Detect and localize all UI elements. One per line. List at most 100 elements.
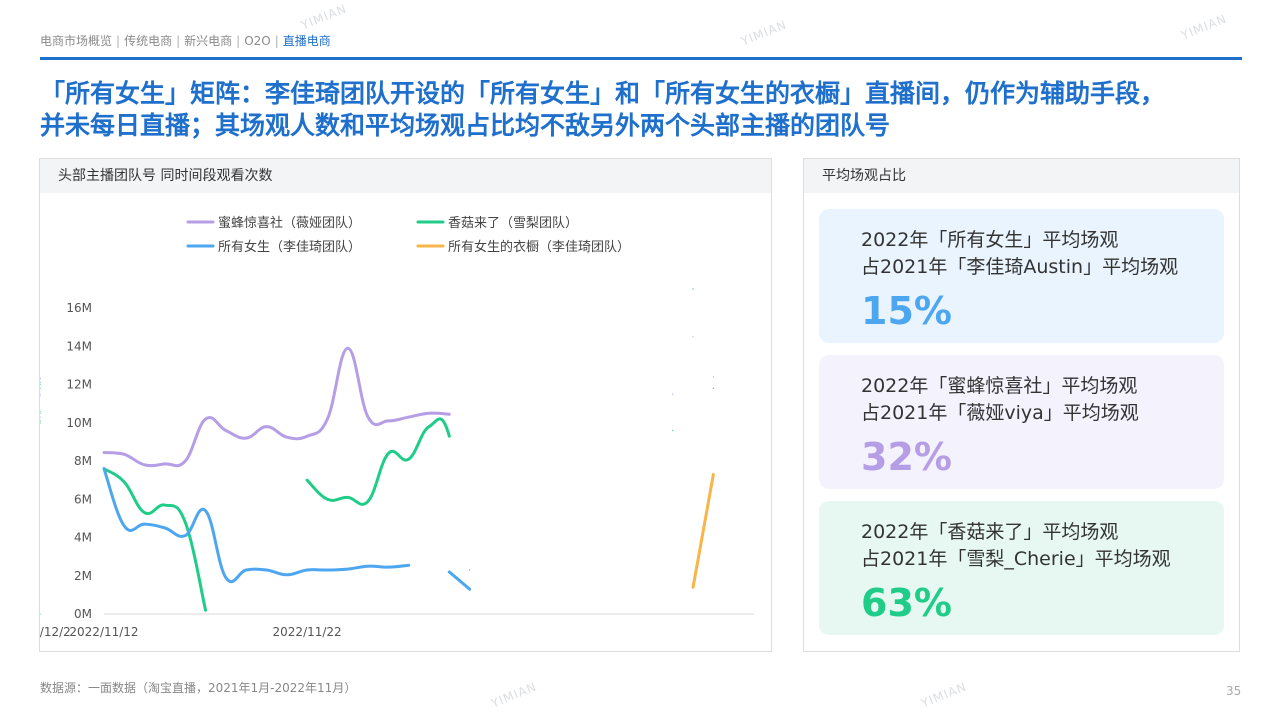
watermark: YIMIAN xyxy=(919,679,969,711)
y-tick-label: 16M xyxy=(66,301,92,315)
data-point xyxy=(469,588,471,590)
data-point xyxy=(326,498,329,500)
data-point xyxy=(672,429,674,432)
data-point xyxy=(123,525,125,527)
chart-panel: 头部主播团队号 同时间段观看次数 0M 2M 4M 6M 8M 10M 12M 14M 16M 2… xyxy=(39,158,772,652)
data-point xyxy=(245,437,247,439)
data-point xyxy=(672,393,674,395)
data-source: 数据源：一面数据（淘宝直播，2021年1月-2022年11月） xyxy=(40,681,357,695)
data-point xyxy=(144,512,146,514)
data-point xyxy=(225,577,227,579)
breadcrumb-separator: | xyxy=(274,34,279,48)
legend-label: 所有女生（李佳琦团队） xyxy=(218,239,361,255)
y-tick-label: 0M xyxy=(74,607,92,621)
watermark: YIMIAN xyxy=(489,679,539,711)
y-tick-label: 12M xyxy=(66,378,92,392)
data-point xyxy=(367,500,369,502)
y-tick-label: 10M xyxy=(66,416,92,430)
data-point xyxy=(326,418,329,420)
data-point xyxy=(184,521,186,523)
ratio-card-mushroom: 2022年「香菇来了」平均场观 占2021年「雪梨_Cherie」平均场观 63… xyxy=(819,501,1224,635)
data-point xyxy=(265,426,268,428)
y-tick-label: 6M xyxy=(74,492,92,506)
breadcrumb: 电商市场概览 | 传统电商 | 新兴电商 | O2O | 直播电商 xyxy=(40,32,331,49)
data-point xyxy=(306,479,308,481)
data-point xyxy=(103,468,105,470)
data-point xyxy=(326,569,329,571)
data-point xyxy=(306,569,308,571)
data-point xyxy=(712,387,714,390)
series-line xyxy=(447,570,472,591)
x-tick-label: 2022/12/2 xyxy=(40,625,71,639)
y-tick-label: 14M xyxy=(66,339,92,353)
data-point xyxy=(408,416,410,418)
data-point xyxy=(204,609,207,611)
data-point xyxy=(40,378,41,380)
data-point xyxy=(387,566,389,568)
series-line xyxy=(691,472,715,589)
data-point xyxy=(448,571,450,573)
header-divider xyxy=(40,57,1242,60)
breadcrumb-item[interactable]: 电商市场概览 xyxy=(40,34,113,48)
data-point xyxy=(40,416,41,418)
data-point xyxy=(265,569,268,571)
ratio-card-line-2: 占2021年「李佳琦Austin」平均场观 xyxy=(861,256,1179,278)
data-point xyxy=(123,453,125,455)
data-point xyxy=(144,523,146,525)
data-point xyxy=(712,473,714,476)
data-point xyxy=(469,569,471,571)
page-title-line-2: 并未每日直播；其场观人数和平均场观占比均不敌另外两个头部主播的团队号 xyxy=(40,111,891,140)
ratio-card-line-2: 占2021年「雪梨_Cherie」平均场观 xyxy=(861,548,1171,570)
ratio-card-bee-surprise: 2022年「蜜蜂惊喜社」平均场观 占2021年「薇娅viya」平均场观 32% xyxy=(819,355,1224,489)
data-point xyxy=(692,288,694,290)
breadcrumb-item[interactable]: 新兴电商 xyxy=(184,34,233,48)
legend-label: 蜜蜂惊喜社（薇娅团队） xyxy=(218,215,361,231)
data-point xyxy=(40,377,41,379)
watermark: YIMIAN xyxy=(299,1,349,33)
data-point xyxy=(40,422,41,424)
data-point xyxy=(367,416,369,418)
data-point xyxy=(164,527,166,529)
ratio-card-line-1: 2022年「香菇来了」平均场观 xyxy=(861,521,1119,543)
data-point xyxy=(164,463,166,465)
data-point xyxy=(40,387,41,390)
breadcrumb-item[interactable]: O2O xyxy=(244,34,271,48)
data-point xyxy=(347,496,349,498)
data-point xyxy=(712,376,714,378)
data-point xyxy=(428,412,430,414)
data-point xyxy=(286,436,288,438)
breadcrumb-separator: | xyxy=(176,34,181,48)
data-point xyxy=(40,420,41,422)
page-title: 「所有女生」矩阵：李佳琦团队开设的「所有女生」和「所有女生的衣橱」直播间，仍作为… xyxy=(40,78,1250,142)
data-point xyxy=(103,451,105,454)
y-tick-label: 4M xyxy=(74,531,92,545)
ratio-panel: 平均场观占比 2022年「所有女生」平均场观 占2021年「李佳琦Austin」… xyxy=(803,158,1240,652)
ratio-percentage: 32% xyxy=(861,435,952,479)
data-point xyxy=(428,426,430,428)
breadcrumb-item-active[interactable]: 直播电商 xyxy=(282,34,331,48)
data-point xyxy=(347,347,349,349)
y-tick-label: 2M xyxy=(74,569,92,583)
data-point xyxy=(448,435,450,437)
ratio-panel-header: 平均场观占比 xyxy=(804,159,1239,193)
data-point xyxy=(40,613,41,615)
x-tick-label: 2022/11/22 xyxy=(273,625,342,639)
line-chart: 0M 2M 4M 6M 8M 10M 12M 14M 16M 2022/11/12 2022/11/… xyxy=(40,194,754,639)
data-point xyxy=(40,382,41,384)
legend-label: 所有女生的衣橱（李佳琦团队） xyxy=(448,239,630,255)
data-point xyxy=(164,504,166,506)
y-tick-label: 8M xyxy=(74,454,92,468)
data-point xyxy=(123,481,125,483)
legend-label: 香菇来了（雪梨团队） xyxy=(448,216,578,231)
data-point xyxy=(225,429,227,432)
data-point xyxy=(347,568,349,570)
ratio-card-line-1: 2022年「蜜蜂惊喜社」平均场观 xyxy=(861,375,1138,397)
ratio-percentage: 63% xyxy=(861,581,952,625)
data-point xyxy=(286,574,288,576)
series-line xyxy=(102,467,411,584)
data-point xyxy=(408,564,410,566)
data-point xyxy=(40,383,41,386)
breadcrumb-item[interactable]: 传统电商 xyxy=(124,34,173,48)
x-tick-label: 2022/11/12 xyxy=(69,625,138,639)
data-point xyxy=(306,435,308,437)
